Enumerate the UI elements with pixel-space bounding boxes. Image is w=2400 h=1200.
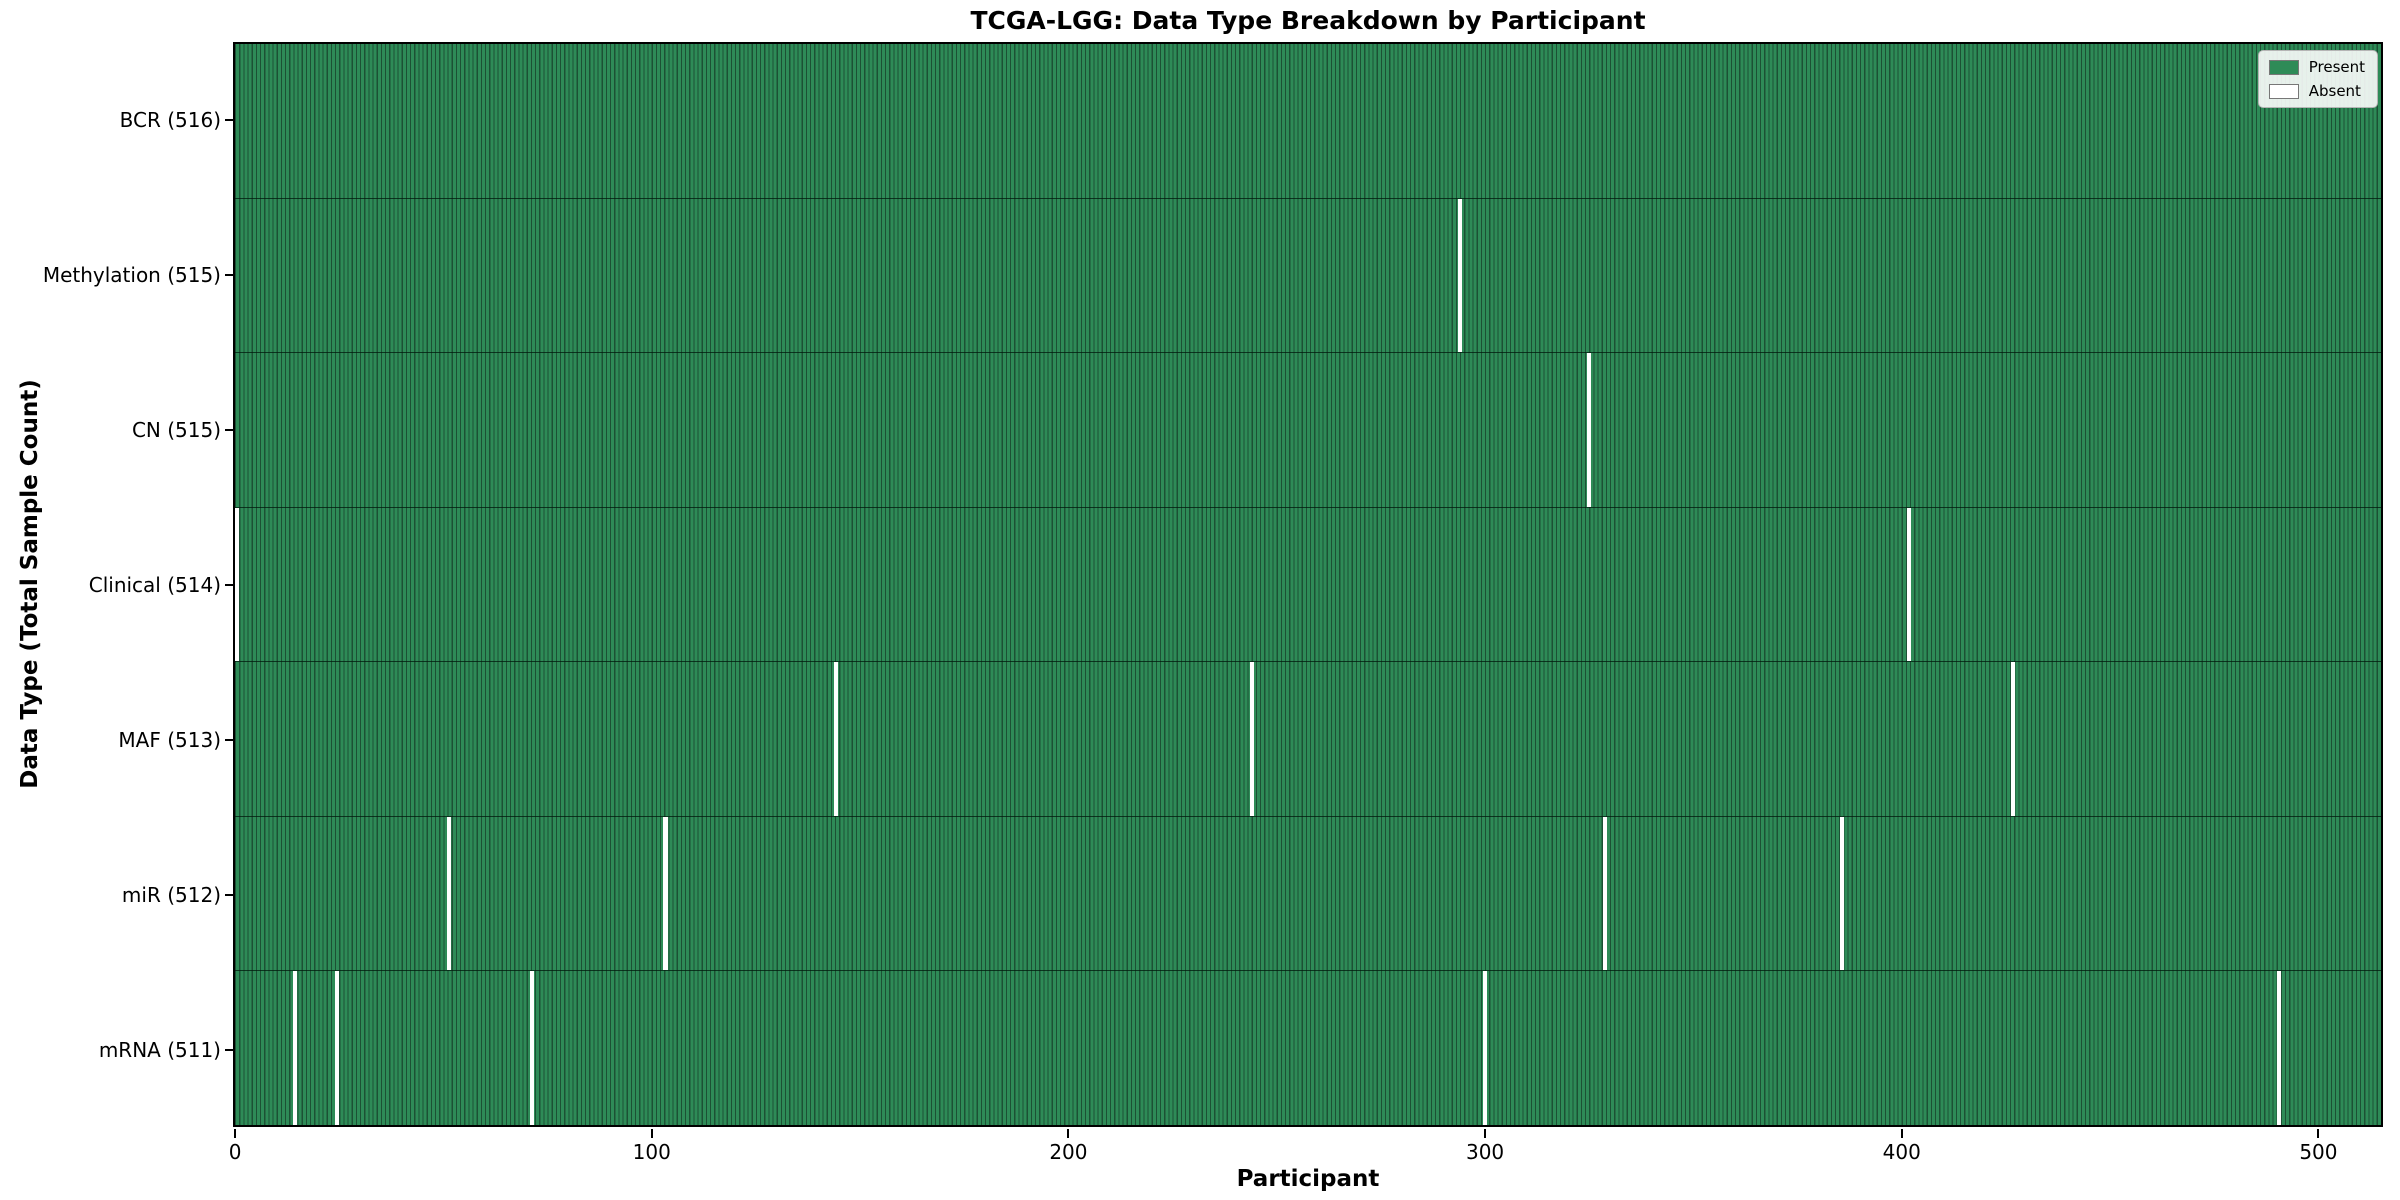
plot-area (233, 42, 2383, 1127)
y-tick-label: mRNA (511) (98, 1037, 221, 1062)
x-tick-mark (650, 1129, 653, 1138)
x-tick-mark (2317, 1129, 2320, 1138)
absent-marker (447, 816, 452, 971)
legend-item-present: Present (2268, 58, 2365, 76)
y-tick-mark (225, 738, 233, 741)
y-tick-label: Methylation (515) (42, 262, 221, 287)
absent-marker (1586, 353, 1591, 507)
heatmap-row-methylation (235, 198, 2381, 354)
absent-marker (530, 971, 535, 1126)
x-tick-label: 500 (2299, 1140, 2338, 1164)
present-swatch-icon (2268, 59, 2299, 75)
absent-marker (1249, 662, 1254, 816)
x-tick-label: 0 (228, 1140, 242, 1164)
absent-marker (1457, 198, 1462, 353)
absent-marker (2010, 662, 2015, 816)
legend-label-absent: Absent (2308, 82, 2361, 100)
x-tick-mark (234, 1129, 237, 1138)
absent-marker (663, 816, 668, 971)
absent-marker (2277, 971, 2282, 1126)
y-tick-mark (225, 1048, 233, 1051)
heatmap-row-maf (235, 662, 2381, 817)
absent-marker (235, 507, 240, 662)
heatmap-row-cn (235, 353, 2381, 508)
absent-swatch-icon (2268, 83, 2299, 99)
y-axis-title: Data Type (Total Sample Count) (17, 379, 43, 789)
absent-marker (1906, 507, 1912, 662)
x-tick-label: 200 (1049, 1140, 1088, 1164)
x-tick-label: 400 (1882, 1140, 1921, 1164)
y-tick-label: BCR (516) (119, 107, 221, 132)
x-tick-label: 100 (632, 1140, 671, 1164)
y-tick-label: MAF (513) (118, 727, 221, 752)
chart-title: TCGA-LGG: Data Type Breakdown by Partici… (970, 6, 1646, 35)
y-tick-label: miR (512) (121, 882, 221, 907)
y-tick-mark (225, 273, 233, 276)
y-tick-mark (225, 118, 233, 121)
y-tick-mark (225, 428, 233, 431)
heatmap-row-mir (235, 816, 2381, 972)
y-tick-mark (225, 583, 233, 586)
y-tick-label: Clinical (514) (88, 572, 221, 597)
x-tick-mark (1900, 1129, 1903, 1138)
legend-label-present: Present (2308, 58, 2365, 76)
absent-marker (1840, 816, 1845, 971)
absent-marker (833, 662, 839, 816)
x-tick-label: 300 (1465, 1140, 1505, 1164)
absent-marker (1603, 816, 1608, 971)
absent-marker (334, 971, 339, 1126)
x-tick-mark (1484, 1129, 1487, 1138)
y-tick-label: CN (515) (131, 417, 221, 442)
heatmap-row-clinical (235, 507, 2381, 663)
x-tick-mark (1067, 1129, 1070, 1138)
absent-marker (1482, 971, 1487, 1126)
heatmap-row-mrna (235, 971, 2381, 1126)
heatmap-row-bcr (235, 44, 2381, 199)
legend-item-absent: Absent (2268, 82, 2365, 100)
y-tick-mark (225, 893, 233, 896)
x-axis-title: Participant (1236, 1166, 1380, 1192)
legend: Present Absent (2257, 50, 2378, 108)
absent-marker (293, 971, 298, 1126)
